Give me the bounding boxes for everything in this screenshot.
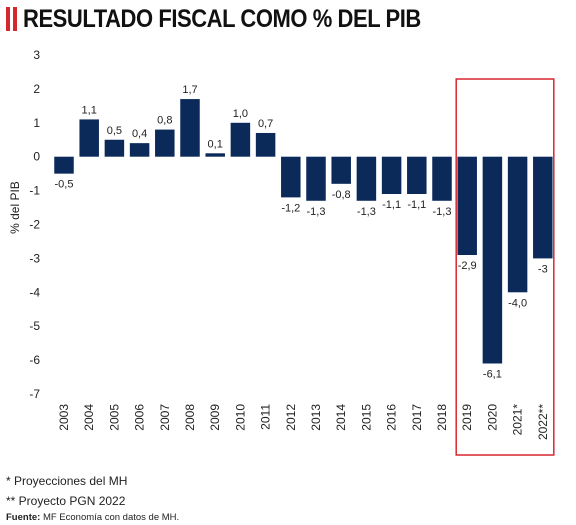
y-tick-label: 1	[33, 116, 40, 130]
x-tick-label: 2003	[57, 404, 71, 431]
x-tick-label: 2011	[259, 404, 273, 430]
bar	[432, 156, 452, 201]
x-tick-label: 2017	[410, 404, 424, 431]
bar	[255, 132, 276, 157]
data-label: -0,8	[332, 189, 351, 201]
bar	[482, 156, 503, 364]
data-label: -0,5	[55, 179, 74, 191]
data-label: -1,3	[307, 206, 326, 218]
title-block: RESULTADO FISCAL COMO % DEL PIB	[6, 4, 475, 34]
y-tick-label: -5	[29, 319, 40, 333]
bar	[381, 156, 402, 194]
x-tick-label: 2005	[107, 404, 121, 431]
x-tick-label: 2009	[208, 404, 222, 431]
title-accent-bars	[6, 7, 17, 31]
source-label: Fuente:	[6, 512, 41, 523]
x-tick-label: 2021*	[511, 404, 525, 436]
data-label: -1,1	[407, 199, 426, 211]
x-tick-label: 2013	[309, 404, 323, 431]
y-axis-label: % del PIB	[8, 181, 22, 234]
x-tick-label: 2015	[359, 404, 373, 431]
y-tick-label: -7	[29, 387, 40, 401]
data-label: -4,0	[508, 297, 527, 309]
bar	[507, 156, 528, 293]
data-label: -1,2	[281, 202, 300, 214]
bar	[155, 129, 175, 157]
x-tick-label: 2006	[133, 404, 147, 431]
data-label: -1,3	[357, 206, 376, 218]
bar	[306, 156, 326, 201]
y-tick-label: -2	[29, 218, 40, 232]
x-tick-label: 2012	[284, 404, 298, 431]
bar	[79, 119, 99, 157]
y-tick-label: -4	[29, 285, 40, 299]
data-label: 0,5	[107, 125, 122, 137]
data-label: 1,1	[82, 104, 97, 116]
projection-highlight-box	[455, 78, 555, 456]
x-tick-label: 2018	[435, 404, 449, 431]
data-label: 0,1	[208, 138, 223, 150]
x-tick-label: 2008	[183, 404, 197, 431]
bar	[457, 156, 477, 256]
data-label: 0,4	[132, 128, 147, 140]
bar	[104, 139, 125, 157]
y-tick-label: 3	[33, 48, 40, 62]
data-label: 0,7	[258, 118, 273, 130]
bar	[54, 156, 74, 174]
y-tick-label: 0	[33, 150, 40, 164]
footnotes: * Proyecciones del MH ** Proyecto PGN 20…	[6, 471, 179, 525]
bar	[356, 156, 377, 201]
bar	[533, 156, 553, 259]
x-tick-label: 2007	[158, 404, 172, 431]
y-tick-label: -1	[29, 184, 40, 198]
data-label: 0,8	[157, 115, 172, 127]
data-label: -2,9	[458, 260, 477, 272]
x-tick-label: 2020	[485, 404, 499, 431]
data-label: 1,7	[182, 84, 197, 96]
data-label: -3	[538, 263, 548, 275]
bar-chart: % del PIB 3 2 1 0 -1 -2 -3 -4 -5 -6 -7 -0,5 2003 1,1 20…	[8, 48, 555, 456]
bar	[180, 99, 200, 157]
x-tick-label: 2010	[233, 404, 247, 431]
x-tick-label: 2004	[82, 404, 96, 431]
y-tick-label: -3	[29, 251, 40, 265]
x-tick-label: 2014	[334, 404, 348, 431]
data-label: 1,0	[233, 108, 248, 120]
bar	[205, 153, 225, 157]
bar	[230, 122, 251, 157]
bar	[281, 156, 301, 198]
bar	[331, 156, 351, 184]
y-tick-label: -6	[29, 353, 40, 367]
bar	[129, 143, 150, 157]
y-tick-label: 2	[33, 82, 40, 96]
x-tick-label: 2022**	[536, 404, 550, 440]
footnote-pgn: ** Proyecto PGN 2022	[6, 494, 126, 508]
bar	[407, 156, 427, 194]
x-tick-label: 2019	[460, 404, 474, 431]
data-label: -6,1	[483, 368, 502, 380]
data-label: -1,1	[382, 199, 401, 211]
footnote-projections: * Proyecciones del MH	[6, 474, 128, 488]
source-text: MF Economía con datos de MH.	[40, 512, 180, 523]
x-tick-label: 2016	[385, 404, 399, 431]
source-line: Fuente: MF Economía con datos de MH.	[6, 511, 179, 525]
data-label: -1,3	[433, 206, 452, 218]
chart-title: RESULTADO FISCAL COMO % DEL PIB	[23, 4, 421, 33]
